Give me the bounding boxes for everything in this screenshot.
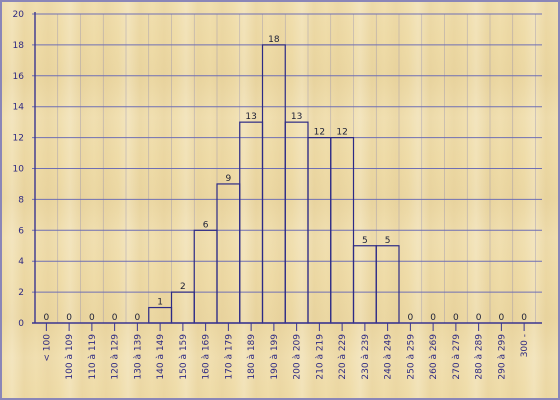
grid-lines: [32, 13, 542, 324]
bar: [261, 44, 286, 324]
bar-value-label: 0: [66, 313, 72, 323]
y-tick-label: 20: [13, 10, 25, 20]
bar-value-label: 18: [268, 35, 280, 45]
y-tick-label: 6: [18, 226, 24, 236]
x-tick-label: 140 à 149: [156, 334, 166, 380]
x-tick-label: 130 à 139: [133, 334, 143, 380]
x-tick-label: 240 à 249: [384, 334, 394, 380]
bar-value-label: 0: [499, 313, 505, 323]
y-tick-label: 4: [18, 257, 24, 267]
bar-value-label: 13: [245, 112, 256, 122]
bar: [170, 291, 195, 324]
x-tick-label: 180 à 189: [247, 334, 257, 380]
bar-value-label: 2: [180, 282, 186, 292]
bar-value-label: 12: [314, 128, 325, 138]
x-tick-label: 290 à 299: [497, 334, 507, 380]
bars: [148, 44, 400, 324]
bar-value-label: 0: [453, 313, 459, 323]
y-tick-label: 2: [18, 288, 24, 298]
bar-value-label: 0: [476, 313, 482, 323]
bar-value-label: 0: [430, 313, 436, 323]
bar-value-label: 0: [135, 313, 141, 323]
bar-value-label: 12: [336, 128, 347, 138]
bar: [239, 121, 264, 324]
y-tick-label: 10: [13, 165, 25, 175]
x-tick-label: 260 à 269: [429, 334, 439, 380]
x-tick-label: 100 à 109: [65, 334, 75, 380]
x-tick-label: 220 à 229: [338, 334, 348, 380]
y-tick-label: 12: [13, 134, 24, 144]
bar: [375, 245, 400, 324]
bar-value-label: 0: [112, 313, 118, 323]
bar-value-label: 0: [521, 313, 527, 323]
x-tick-label: 270 à 279: [452, 334, 462, 380]
bar: [148, 306, 173, 324]
bar: [193, 229, 218, 324]
bar-value-label: 0: [408, 313, 414, 323]
x-tick-label: 120 à 129: [111, 334, 121, 380]
x-tick-label: < 100: [42, 334, 52, 362]
x-tick-label: 250 à 259: [406, 334, 416, 380]
bar-value-label: 9: [226, 174, 232, 184]
bar-value-label: 5: [362, 236, 368, 246]
x-tick-label: 150 à 159: [179, 334, 189, 380]
bar: [284, 121, 309, 324]
bar: [216, 183, 241, 324]
bar-value-label: 0: [44, 313, 50, 323]
x-tick-label: 160 à 169: [202, 334, 212, 380]
axes: [32, 12, 542, 331]
x-tick-label: 300 -: [520, 334, 530, 357]
y-tick-label: 14: [13, 103, 25, 113]
bar-value-label: 0: [89, 313, 95, 323]
y-tick-label: 0: [18, 319, 24, 329]
x-tick-label: 190 à 199: [270, 334, 280, 380]
y-tick-label: 18: [13, 41, 25, 51]
x-tick-label: 110 à 119: [88, 334, 98, 380]
bar-value-label: 13: [291, 112, 302, 122]
x-tick-label: 200 à 209: [293, 334, 303, 380]
bar: [352, 245, 377, 324]
x-tick-label: 170 à 179: [224, 334, 234, 380]
y-tick-label: 16: [13, 72, 25, 82]
bar-value-label: 1: [157, 298, 163, 308]
x-tick-label: 210 à 219: [315, 334, 325, 380]
y-tick-label: 8: [18, 195, 24, 205]
bar-value-label: 5: [385, 236, 391, 246]
bar-value-label: 6: [203, 220, 209, 230]
x-tick-label: 280 à 289: [475, 334, 485, 380]
x-tick-label: 230 à 239: [361, 334, 371, 380]
